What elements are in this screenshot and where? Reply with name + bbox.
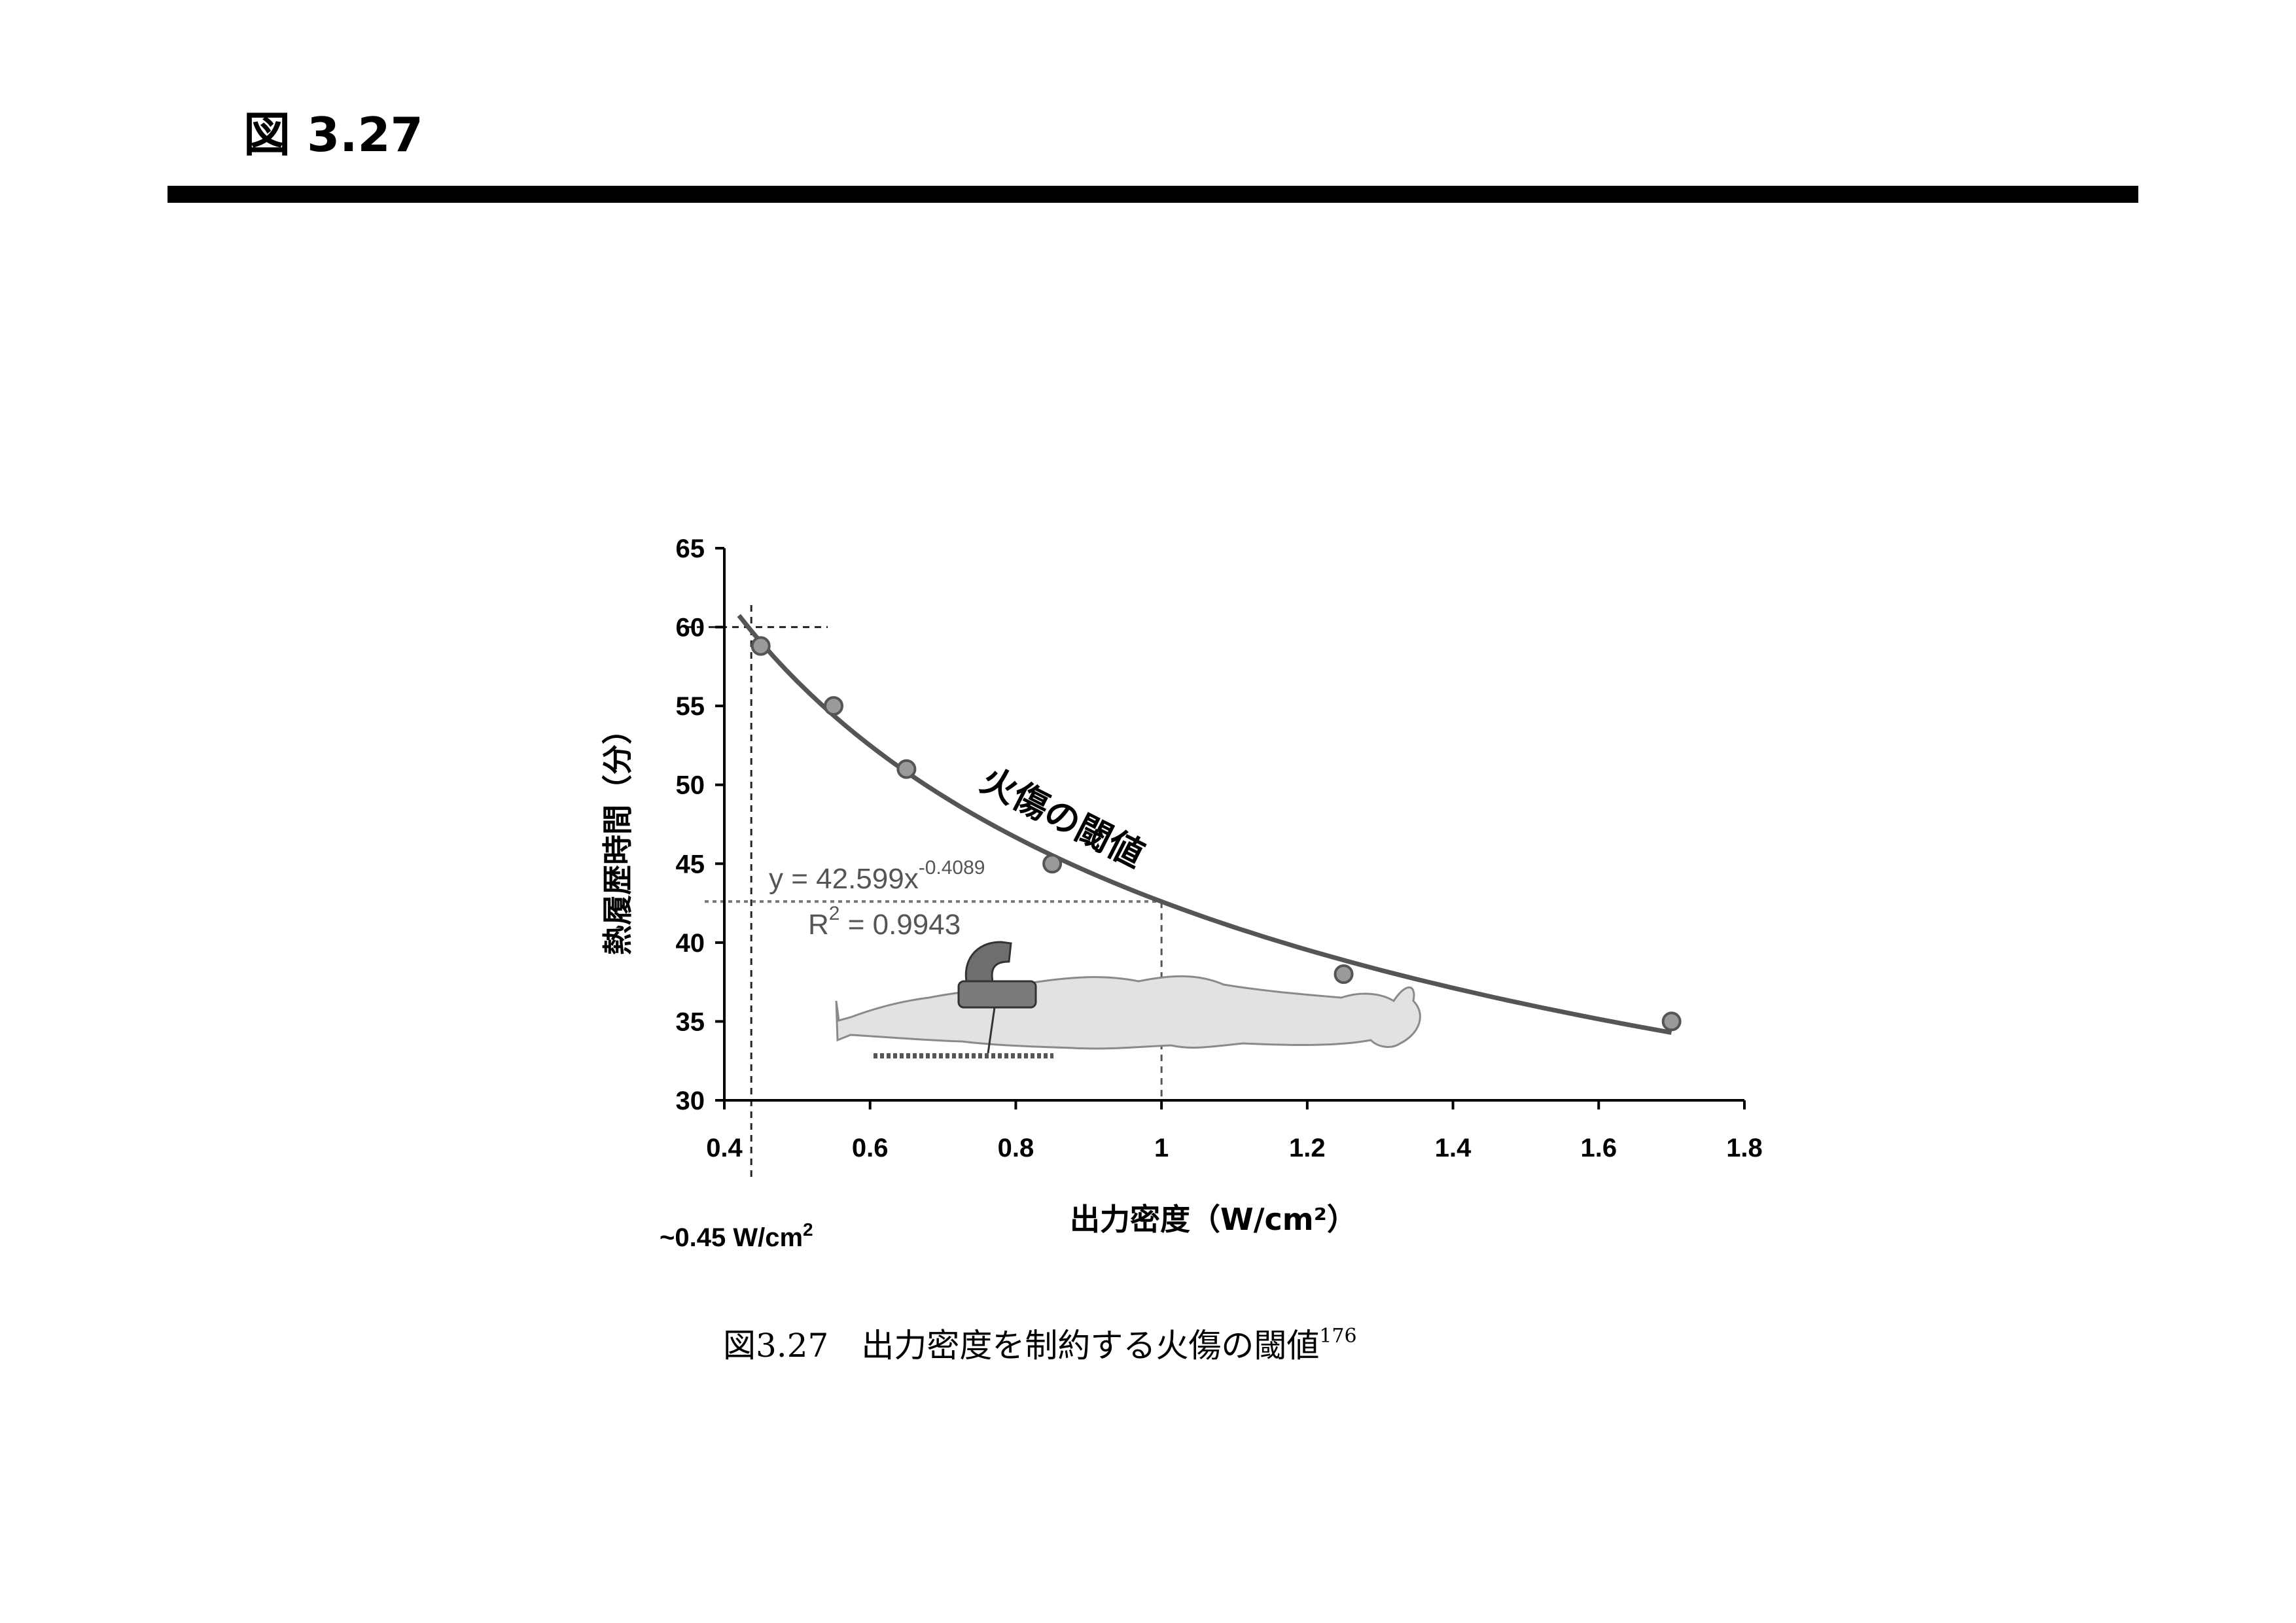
body-silhouette — [835, 975, 1421, 1050]
x-tick-label: 0.4 — [706, 1134, 743, 1162]
x-tick-label: 0.8 — [998, 1134, 1034, 1162]
y-tick-label: 50 — [676, 771, 705, 800]
heading-rule — [168, 186, 2138, 203]
x-tick-label: 1.2 — [1289, 1134, 1326, 1162]
x-tick-label: 0.6 — [852, 1134, 889, 1162]
data-points — [751, 636, 1682, 1032]
y-tick-label: 60 — [676, 614, 705, 642]
y-tick-label: 65 — [676, 534, 705, 563]
x-tick-label: 1.6 — [1580, 1134, 1617, 1162]
y-tick-label: 55 — [676, 692, 705, 721]
applicator-head — [957, 980, 1037, 1009]
y-tick-label: 45 — [676, 850, 705, 879]
data-point — [1333, 964, 1354, 985]
body-illustration — [835, 941, 1421, 1058]
x-tick-label: 1.8 — [1726, 1134, 1763, 1162]
reference-lines — [685, 605, 1163, 1178]
x-axis-label: 出力密度（W/cm²） — [1070, 1202, 1357, 1237]
x-tick-label: 1.4 — [1435, 1134, 1472, 1162]
applicator-arm — [964, 941, 1012, 986]
axes — [715, 547, 1746, 1109]
r-squared: R2 = 0.9943 — [808, 903, 961, 941]
y-tick-label: 35 — [676, 1007, 705, 1036]
y-tick-labels: 30 35 40 45 50 55 60 65 — [676, 534, 705, 1115]
y-tick-label: 40 — [676, 929, 705, 958]
data-point — [751, 636, 771, 656]
applicator-pointer — [987, 1007, 996, 1054]
data-point — [896, 759, 917, 779]
y-axis-label: 熱履歴時間（分） — [600, 714, 635, 955]
data-point — [1042, 854, 1063, 874]
threshold-label: ~0.45 W/cm2 — [660, 1219, 813, 1252]
y-tick-label: 30 — [676, 1087, 705, 1115]
figure-heading: 図 3.27 — [243, 107, 423, 162]
x-tick-labels: 0.4 0.6 0.8 1 1.2 1.4 1.6 1.8 — [706, 1134, 1763, 1162]
trend-equation: y = 42.599x-0.4089 — [769, 857, 985, 895]
x-tick-label: 1 — [1154, 1134, 1169, 1162]
figure-caption: 図3.27 出力密度を制約する火傷の閾値176 — [723, 1325, 1357, 1365]
data-point — [824, 696, 844, 716]
data-point — [1661, 1011, 1682, 1032]
trend-curve — [737, 614, 1672, 1035]
